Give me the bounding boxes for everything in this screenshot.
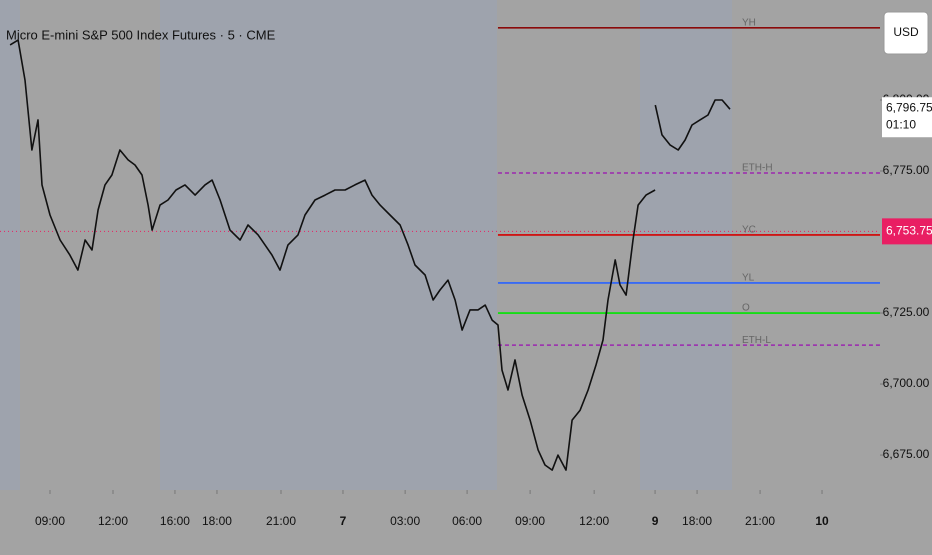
y-tick-label: 6,675.00 (883, 447, 930, 461)
countdown-label: 01:10 (886, 117, 916, 131)
x-tick-label: 21:00 (266, 514, 296, 528)
last-price-box (882, 97, 932, 138)
x-tick-label: 10 (815, 514, 829, 528)
x-tick-label: 21:00 (745, 514, 775, 528)
level-label: YL (742, 273, 755, 284)
x-tick-label: 7 (340, 514, 347, 528)
session-shade (640, 0, 732, 490)
price-line-label: 6,753.75 (886, 224, 932, 238)
x-tick-label: 9 (652, 514, 659, 528)
x-tick-label: 09:00 (515, 514, 545, 528)
x-tick-label: 16:00 (160, 514, 190, 528)
last-price-label: 6,796.75 (886, 100, 932, 114)
chart-title: Micro E-mini S&P 500 Index Futures · 5 ·… (6, 27, 276, 42)
x-tick-label: 12:00 (579, 514, 609, 528)
currency-button[interactable] (883, 11, 929, 55)
y-tick-label: 6,725.00 (883, 305, 930, 319)
plot: YH ETH-H YC YL O ETH-L (0, 17, 884, 494)
price-path (9, 39, 731, 471)
level-label: O (742, 303, 750, 314)
level-label: YC (742, 225, 756, 236)
level-label: ETH-H (742, 163, 773, 174)
x-tick-label: 12:00 (98, 514, 128, 528)
price-line-box (882, 218, 932, 245)
session-shade (160, 0, 497, 490)
y-tick-label: 6,700.00 (883, 376, 930, 390)
x-tick-label: 09:00 (35, 514, 65, 528)
x-tick-label: 18:00 (202, 514, 232, 528)
x-tick-label: 06:00 (452, 514, 482, 528)
currency-label[interactable]: USD (893, 25, 919, 39)
level-label: ETH-L (742, 335, 771, 346)
x-tick-label: 03:00 (390, 514, 420, 528)
x-tick-label: 18:00 (682, 514, 712, 528)
session-shade (0, 0, 20, 490)
level-label: YH (742, 17, 756, 28)
y-tick-label: 6,775.00 (883, 163, 930, 177)
